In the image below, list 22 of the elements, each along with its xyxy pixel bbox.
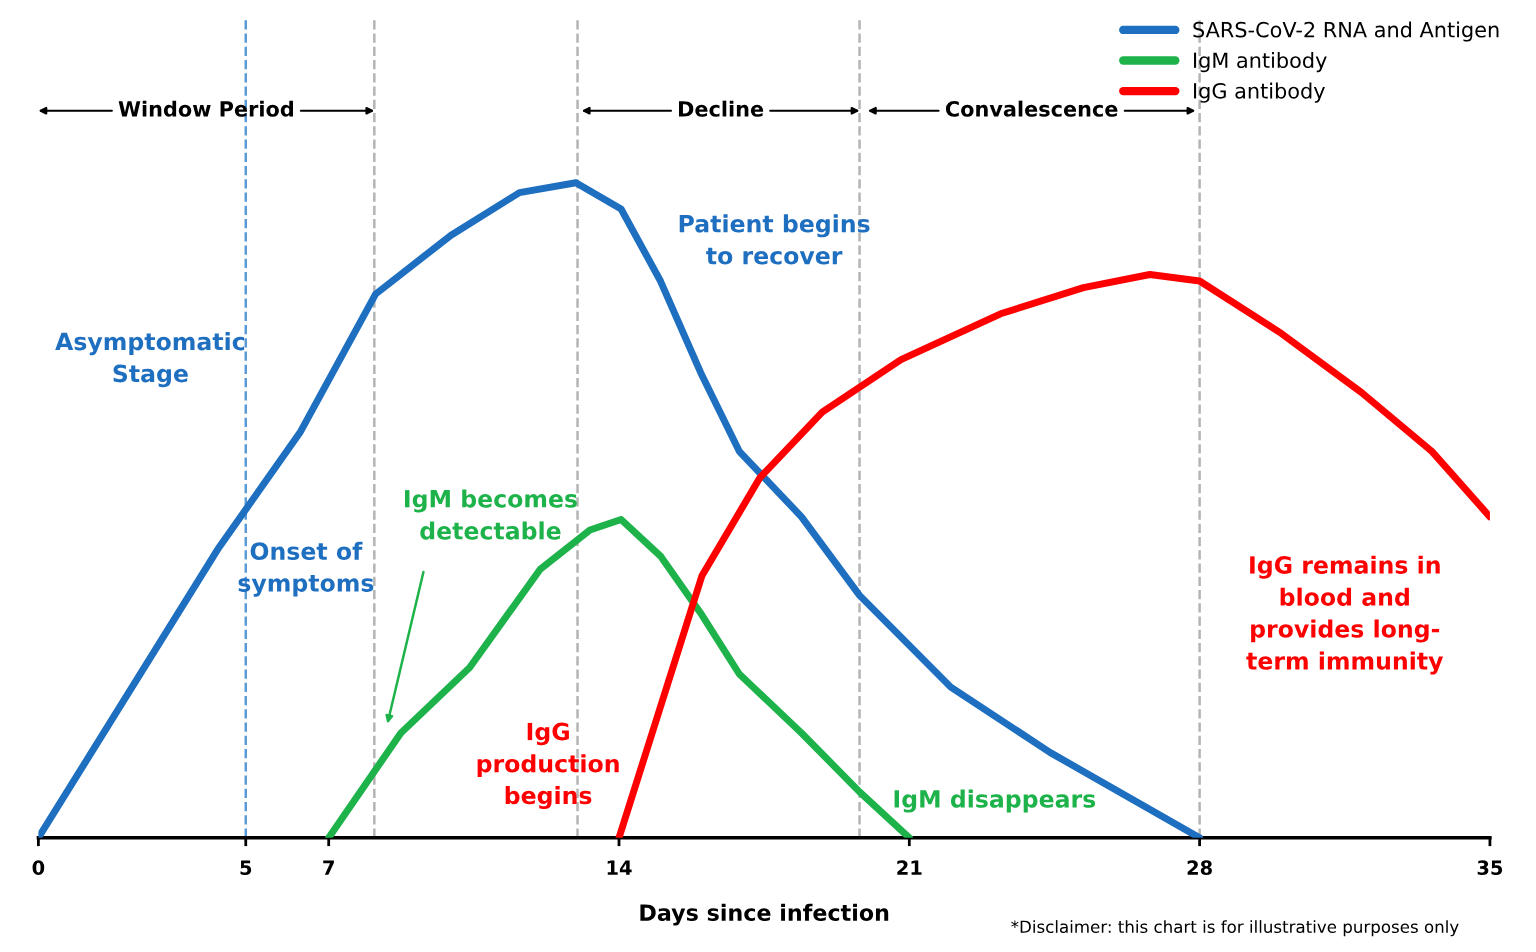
annotation: Patient begins to recover bbox=[679, 214, 870, 265]
text: Decline bbox=[679, 100, 764, 117]
legend-label: IgG antibody bbox=[1194, 82, 1325, 103]
annotation: Onset of symptoms bbox=[238, 541, 374, 597]
text: Window Period bbox=[118, 100, 293, 117]
x-tick-label: 28 bbox=[1187, 860, 1212, 876]
legend-label: IgM antibody bbox=[1194, 52, 1327, 73]
annotation: IgM disappears bbox=[894, 789, 1096, 813]
text: *Disclaimer: this chart is for illustrative purposes only bbox=[1011, 920, 1459, 937]
annotation: IgM becomes detectable bbox=[405, 489, 577, 540]
annotation: IgG remains in blood and provides long- term immunity bbox=[1246, 555, 1444, 675]
x-tick-label: 5 bbox=[240, 860, 252, 876]
legend-label: SARS-CoV-2 RNA and Antigen bbox=[1193, 21, 1499, 42]
text: Convalescence bbox=[945, 100, 1118, 117]
x-tick-label: 0 bbox=[32, 860, 45, 876]
x-axis-title: Days since infection bbox=[640, 903, 889, 926]
annotation: IgG production begins bbox=[477, 722, 619, 810]
annotation: Asymptomatic Stage bbox=[55, 332, 245, 388]
x-tick-label: 21 bbox=[897, 860, 922, 875]
x-tick-label: 7 bbox=[323, 860, 334, 875]
x-tick-label: 14 bbox=[607, 860, 632, 875]
x-tick-label: 35 bbox=[1477, 860, 1503, 876]
